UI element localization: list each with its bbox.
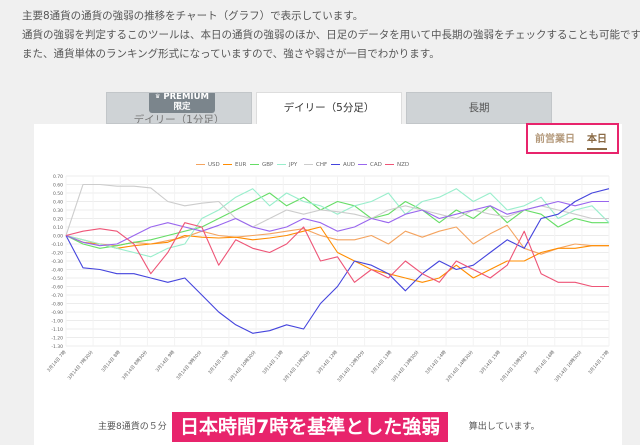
series-line-usd [65,224,609,255]
legend-item-cad[interactable]: CAD [358,162,382,168]
legend-label: JPY [289,162,298,168]
chart-tabs: ♛ PREMIUM 限定 デイリー（1分足） デイリー（5分足） 長期 [106,92,552,126]
x-tick-label: 3月14日 15時 [479,349,503,376]
x-tick-label: 3月14日 16時30分 [553,348,584,383]
y-tick-label: -0.10 [51,242,63,248]
legend-label: GBP [262,162,274,168]
legend-item-eur[interactable]: EUR [223,162,246,168]
y-tick-label: 0.60 [53,183,63,189]
x-tick-label: 3月14日 14時30分 [444,348,475,383]
intro-line-2: 通貨の強弱を判定するこのツールは、本日の通貨の強弱のほか、日足のデータを用いて中… [22,29,640,41]
legend-label: EUR [235,162,247,168]
x-tick-label: 3月14日 13時 [370,349,394,376]
chart-caption: 主要8通貨の５分 算出しています。 [98,419,540,432]
y-tick-label: 0.40 [53,200,63,206]
premium-badge: ♛ PREMIUM 限定 [149,92,215,113]
intro-line-1: 主要8通貨の通貨の強弱の推移をチャート（グラフ）で表示しています。 [22,10,364,22]
y-tick-label: 0.00 [53,234,63,240]
series-line-nzd [65,222,609,288]
x-tick-label: 3月14日 7時 [46,349,68,373]
y-tick-label: 0.70 [53,174,63,180]
overlay-banner: 日本時間7時を基準とした強弱 [172,412,449,442]
premium-badge-sub: 限定 [173,102,191,112]
legend-swatch [196,163,205,166]
y-tick-label: -0.20 [51,251,63,257]
x-tick-label: 3月14日 8時30分 [120,348,149,381]
previous-business-day-tab[interactable]: 前営業日 [535,134,575,145]
legend-item-usd[interactable]: USD [196,162,220,168]
legend-swatch [385,163,394,166]
legend-swatch [358,163,367,166]
legend-label: NZD [397,162,410,168]
legend-item-gbp[interactable]: GBP [250,162,273,168]
y-tick-label: 0.10 [53,225,63,231]
x-tick-label: 3月14日 11時 [261,349,285,376]
intro-text: 主要8通貨の通貨の強弱の推移をチャート（グラフ）で表示しています。 通貨の強弱を… [22,8,640,65]
legend-swatch [304,163,313,166]
legend-label: AUD [343,162,356,168]
y-tick-label: -1.10 [51,327,63,333]
x-tick-label: 3月14日 9時 [155,349,177,373]
legend-swatch [277,163,286,166]
x-tick-label: 3月14日 12時30分 [335,348,366,383]
y-tick-label: -0.80 [51,302,63,308]
y-tick-label: -0.60 [51,285,63,291]
tab-daily-5min[interactable]: デイリー（5分足） [256,92,402,126]
legend-label: CHF [316,162,328,168]
series-line-gbp [65,192,609,249]
legend-item-jpy[interactable]: JPY [277,162,297,168]
y-tick-label: -1.30 [51,344,63,350]
x-tick-label: 3月14日 7時30分 [66,348,95,381]
y-tick-label: 0.50 [53,191,63,197]
legend-item-nzd[interactable]: NZD [385,162,409,168]
x-tick-label: 3月14日 12時 [316,349,340,376]
tab-daily-1min[interactable]: ♛ PREMIUM 限定 デイリー（1分足） [106,92,252,124]
legend-label: USD [208,162,220,168]
y-tick-label: -0.90 [51,310,63,316]
series-line-jpy [65,188,610,258]
y-tick-label: -0.40 [51,268,63,274]
series-line-eur [65,226,609,283]
series-line-chf [65,183,609,236]
y-tick-label: -0.30 [51,259,63,265]
series-line-aud [65,188,610,334]
x-tick-label: 3月14日 17時 [587,349,611,376]
x-tick-label: 3月14日 13時30分 [390,348,421,383]
series-line-cad [65,200,609,247]
currency-strength-chart: 0.70 0.60 0.50 0.40 0.30 0.20 0.10 0.00 -0.10 -0.… [46,174,611,384]
x-tick-label: 3月14日 11時30分 [281,348,312,383]
x-tick-label: 3月14日 8時 [100,349,122,373]
x-tick-label: 3月14日 16時 [533,349,557,376]
tab-daily-1min-label: デイリー（1分足） [133,114,225,124]
legend-swatch [223,163,232,166]
x-tick-label: 3月14日 10時 [207,349,231,376]
y-tick-label: -1.20 [51,336,63,342]
chart-panel [34,124,622,445]
legend-swatch [250,163,259,166]
y-tick-label: 0.30 [53,208,63,214]
legend-item-chf[interactable]: CHF [304,162,327,168]
x-tick-label: 3月14日 15時30分 [498,348,529,383]
y-tick-label: -0.50 [51,276,63,282]
legend-label: CAD [370,162,382,168]
today-tab[interactable]: 本日 [587,130,607,150]
y-tick-label: -0.70 [51,293,63,299]
y-tick-label: 0.20 [53,217,63,223]
caption-right: 算出しています。 [468,422,540,432]
x-tick-label: 3月14日 10時30分 [227,348,258,383]
legend-swatch [331,163,340,166]
premium-badge-label: PREMIUM [163,92,209,102]
crown-icon: ♛ [155,93,161,100]
tab-long-term[interactable]: 長期 [406,92,552,124]
intro-line-3: また、通貨単体のランキング形式になっていますので、強さや弱さが一目でわかります。 [22,48,440,60]
caption-left: 主要8通貨の５分 [98,422,167,432]
y-tick-label: -1.00 [51,319,63,325]
x-tick-label: 3月14日 14時 [424,349,448,376]
x-tick-label: 3月14日 9時30分 [174,348,203,381]
legend-item-aud[interactable]: AUD [331,162,355,168]
day-switch: 前営業日 本日 [526,123,619,154]
